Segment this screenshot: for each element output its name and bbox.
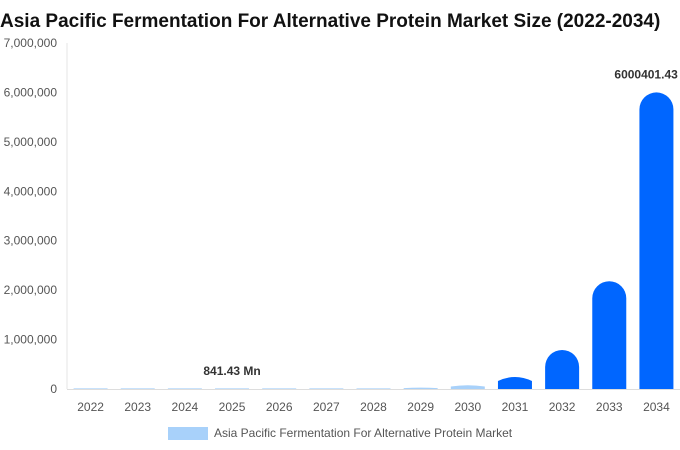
bar-2030[interactable] — [450, 385, 485, 389]
x-tick-label: 2023 — [124, 400, 151, 414]
bar-2029[interactable] — [403, 387, 438, 389]
bars — [73, 92, 674, 390]
x-tick-label: 2027 — [313, 400, 340, 414]
x-tick-label: 2028 — [360, 400, 387, 414]
y-tick-label: 2,000,000 — [4, 283, 58, 297]
bar-2024[interactable] — [167, 388, 202, 389]
bar-2027[interactable] — [309, 388, 344, 389]
x-tick-label: 2025 — [219, 400, 246, 414]
legend-swatch — [168, 427, 208, 440]
data-label-2034: 6000401.43 Mn — [614, 67, 680, 81]
y-axis: 0 1,000,000 2,000,000 3,000,000 4,000,000 5,0… — [4, 36, 68, 396]
x-tick-label: 2026 — [266, 400, 293, 414]
y-tick-label: 1,000,000 — [4, 333, 58, 347]
bar-2022[interactable] — [73, 388, 108, 389]
bar-2033[interactable] — [592, 281, 627, 389]
bar-2034[interactable] — [639, 92, 674, 390]
bar-2025[interactable] — [215, 388, 250, 389]
y-tick-label: 7,000,000 — [4, 36, 58, 50]
x-tick-label: 2031 — [502, 400, 529, 414]
data-labels: 841.43 Mn 6000401.43 Mn — [203, 67, 680, 378]
data-label-2025: 841.43 Mn — [203, 364, 260, 378]
x-tick-label: 2029 — [407, 400, 434, 414]
x-axis: 2022 2023 2024 2025 2026 2027 2028 2029 2030 2031… — [67, 389, 680, 414]
x-tick-label: 2030 — [454, 400, 481, 414]
y-tick-label: 0 — [50, 382, 57, 396]
y-tick-label: 3,000,000 — [4, 234, 58, 248]
x-tick-label: 2022 — [77, 400, 104, 414]
legend-label: Asia Pacific Fermentation For Alternativ… — [214, 426, 513, 440]
y-tick-label: 5,000,000 — [4, 135, 58, 149]
bar-2031[interactable] — [497, 376, 532, 389]
y-tick-label: 6,000,000 — [4, 85, 58, 99]
bar-2026[interactable] — [262, 388, 297, 389]
x-tick-label: 2034 — [643, 400, 670, 414]
x-tick-label: 2033 — [596, 400, 623, 414]
chart-title: Asia Pacific Fermentation For Alternativ… — [0, 11, 660, 32]
x-tick-label: 2024 — [172, 400, 199, 414]
bar-2023[interactable] — [120, 388, 155, 389]
bar-2028[interactable] — [356, 388, 391, 389]
y-tick-label: 4,000,000 — [4, 184, 58, 198]
bar-2032[interactable] — [545, 349, 580, 389]
x-tick-label: 2032 — [549, 400, 576, 414]
legend[interactable]: Asia Pacific Fermentation For Alternativ… — [168, 426, 513, 440]
